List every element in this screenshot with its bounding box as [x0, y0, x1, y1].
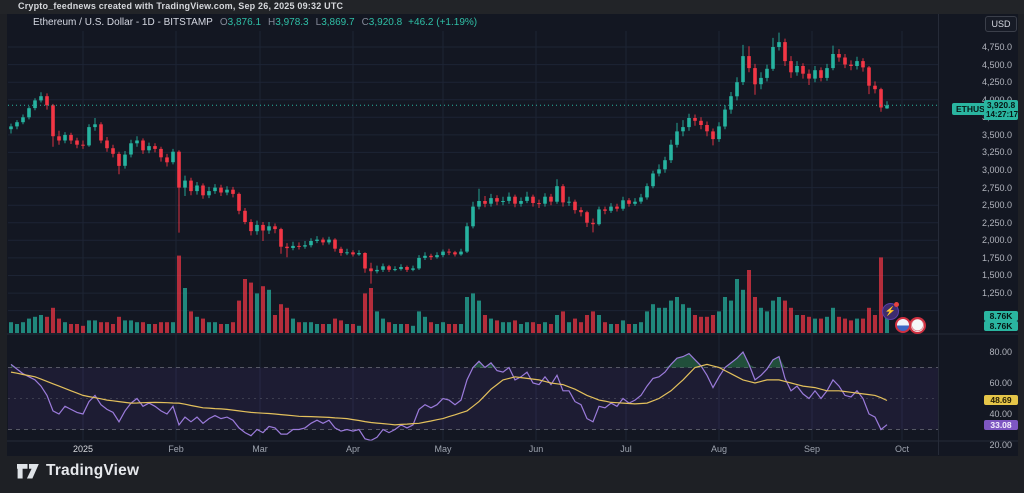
- price-tick-label: 2,250.0: [981, 218, 1012, 228]
- price-tick-label: 4,250.0: [981, 77, 1012, 87]
- chart-widget[interactable]: [7, 14, 1018, 456]
- currency-toggle-button[interactable]: USD: [985, 16, 1017, 32]
- rsi-tick-label: 80.00: [989, 347, 1012, 357]
- tradingview-logo[interactable]: TradingView: [17, 462, 139, 480]
- bar-countdown: 14:27:17: [986, 110, 1019, 119]
- price-tick-label: 2,500.0: [981, 200, 1012, 210]
- high-label: H: [268, 17, 276, 28]
- sticker-lightning-icon[interactable]: ⚡: [882, 303, 899, 320]
- attribution-bar: Crypto_feednews created with TradingView…: [0, 0, 1024, 14]
- price-tick-label: 2,750.0: [981, 183, 1012, 193]
- volume-ma-badge: 8.76K: [984, 321, 1018, 331]
- price-tick-label: 1,250.0: [981, 288, 1012, 298]
- time-tick-label: Aug: [710, 444, 728, 454]
- attribution-text: Crypto_feednews created with TradingView…: [18, 1, 344, 11]
- time-tick-label: Oct: [894, 444, 910, 454]
- high-value: 3,978.3: [275, 17, 309, 28]
- time-tick-label: Jul: [620, 444, 632, 454]
- price-tick-label: 3,000.0: [981, 165, 1012, 175]
- time-tick-label: Mar: [252, 444, 268, 454]
- time-tick-label: Sep: [803, 444, 821, 454]
- rsi-tick-label: 40.00: [989, 409, 1012, 419]
- time-tick-label: Feb: [168, 444, 184, 454]
- time-tick-label: Apr: [345, 444, 361, 454]
- time-tick-label: 2025: [72, 444, 94, 454]
- low-label: L: [315, 17, 322, 28]
- change-value: +46.2 (+1.19%): [408, 17, 478, 28]
- close-value: 3,920.8: [368, 17, 403, 28]
- sticker-notification-dot: [894, 302, 899, 307]
- last-price-value: 3,920.8: [986, 100, 1016, 110]
- sticker-badge-icon[interactable]: [909, 317, 926, 334]
- price-tick-label: 1,750.0: [981, 253, 1012, 263]
- price-tick-label: 2,000.0: [981, 235, 1012, 245]
- price-tick-label: 3,250.0: [981, 147, 1012, 157]
- last-price-badge: 3,920.8 14:27:17: [984, 100, 1018, 120]
- price-tick-label: 3,500.0: [981, 130, 1012, 140]
- rsi-tick-label: 20.00: [989, 440, 1012, 450]
- rsi-value-badge: 33.08: [984, 420, 1018, 430]
- volume-value-badge: 8.76K: [984, 311, 1018, 321]
- time-tick-label: Jun: [528, 444, 544, 454]
- rsi-ma-badge: 48.69: [984, 395, 1018, 405]
- open-value: 3,876.1: [227, 17, 262, 28]
- tradingview-logo-text: TradingView: [46, 462, 140, 479]
- time-tick-label: May: [434, 444, 452, 454]
- price-tick-label: 4,500.0: [981, 60, 1012, 70]
- rsi-tick-label: 60.00: [989, 378, 1012, 388]
- symbol-title[interactable]: Ethereum / U.S. Dollar - 1D - BITSTAMP: [33, 17, 213, 28]
- price-tick-label: 4,750.0: [981, 42, 1012, 52]
- symbol-header[interactable]: Ethereum / U.S. Dollar - 1D - BITSTAMP O3…: [33, 17, 477, 30]
- tradingview-logo-mark: [17, 463, 39, 478]
- close-label: C: [361, 17, 369, 28]
- low-value: 3,869.7: [321, 17, 355, 28]
- price-tick-label: 1,500.0: [981, 270, 1012, 280]
- open-label: O: [219, 17, 228, 28]
